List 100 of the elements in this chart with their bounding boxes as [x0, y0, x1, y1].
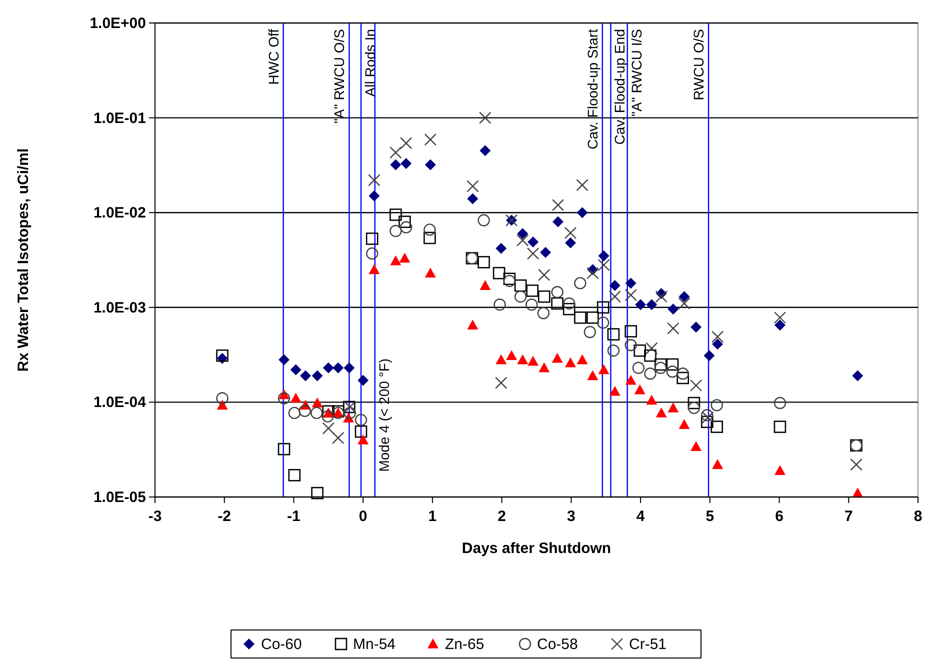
point [552, 216, 564, 228]
point [424, 224, 436, 236]
point [586, 311, 599, 324]
point [424, 133, 436, 146]
x-tick-label: -1 [287, 508, 300, 525]
legend-label: Cr-51 [629, 636, 667, 653]
point [492, 266, 506, 280]
point [667, 322, 680, 335]
ref-line-label: Cav. Flood-up Start [584, 28, 600, 150]
point [538, 362, 550, 372]
legend-label: Zn-65 [445, 636, 484, 653]
point [322, 362, 334, 374]
point [344, 406, 356, 420]
point [563, 297, 576, 310]
x-tick-label: 7 [844, 508, 853, 525]
point [654, 362, 667, 374]
point [574, 311, 586, 324]
point [598, 250, 610, 262]
point [774, 420, 786, 433]
point [564, 237, 576, 248]
point [646, 342, 658, 354]
point [288, 406, 301, 420]
legend-label: Co-58 [537, 636, 578, 653]
point [700, 416, 714, 428]
y-tick-label: 1.0E-02 [93, 204, 146, 222]
point [608, 290, 621, 303]
point [688, 396, 700, 410]
point [288, 469, 301, 482]
point [358, 374, 369, 386]
point [668, 402, 679, 412]
point [690, 379, 702, 392]
point [517, 354, 528, 364]
point [398, 216, 411, 228]
point [216, 349, 228, 362]
point [478, 256, 490, 268]
y-tick-label: 1.0E-03 [93, 299, 146, 316]
x-tick-label: 1 [428, 508, 437, 525]
point [390, 208, 402, 221]
legend-label: Co-60 [261, 636, 302, 653]
x-tick-label: 5 [706, 508, 714, 525]
point [368, 190, 380, 202]
point [676, 372, 690, 384]
point [332, 432, 344, 444]
point [478, 214, 490, 226]
point [366, 247, 378, 260]
point [587, 370, 598, 380]
ref-line-label: Mode 4 (< 200 °F) [376, 358, 392, 472]
point [312, 398, 323, 408]
legend-label: Mn-54 [353, 636, 396, 653]
point [644, 368, 656, 380]
point [300, 370, 312, 382]
point [774, 396, 786, 410]
x-axis-title: Days after Shutdown [462, 540, 612, 557]
y-tick-label: 1.0E-04 [93, 394, 147, 412]
x-tick-label: 3 [567, 508, 576, 525]
point [596, 301, 610, 314]
y-axis-title: Rx Water Total Isotopes, uCi/ml [15, 148, 32, 372]
y-tick-label: 1.0E-01 [93, 110, 146, 127]
point [586, 267, 599, 280]
point [354, 414, 368, 426]
point [774, 320, 786, 331]
point [688, 402, 700, 414]
point [678, 419, 690, 430]
point [632, 362, 645, 374]
point [774, 465, 786, 475]
point [390, 224, 402, 238]
point [624, 325, 637, 338]
point [480, 145, 491, 156]
x-tick-label: 4 [636, 508, 646, 525]
point [400, 137, 412, 150]
point [516, 234, 529, 246]
point [540, 246, 552, 258]
y-tick-label: 1.0E-05 [93, 489, 146, 506]
point [514, 279, 527, 292]
point [850, 458, 862, 471]
point [712, 338, 724, 350]
point [562, 302, 576, 316]
x-tick-label: 6 [775, 508, 784, 525]
point [584, 326, 596, 338]
point [538, 268, 550, 282]
point [607, 328, 620, 340]
point [496, 242, 507, 254]
point [609, 386, 620, 396]
point [656, 407, 667, 418]
point [400, 221, 412, 234]
point [551, 297, 564, 310]
point [424, 159, 436, 170]
point [654, 358, 667, 371]
point [514, 290, 527, 303]
point [678, 297, 690, 310]
point [624, 288, 637, 302]
point [322, 422, 335, 434]
point [598, 364, 610, 374]
point [711, 330, 724, 343]
point [574, 277, 586, 290]
point [528, 236, 539, 248]
point [576, 207, 588, 218]
point [852, 370, 864, 382]
point [466, 180, 479, 192]
x-tick-label: -3 [148, 508, 162, 525]
